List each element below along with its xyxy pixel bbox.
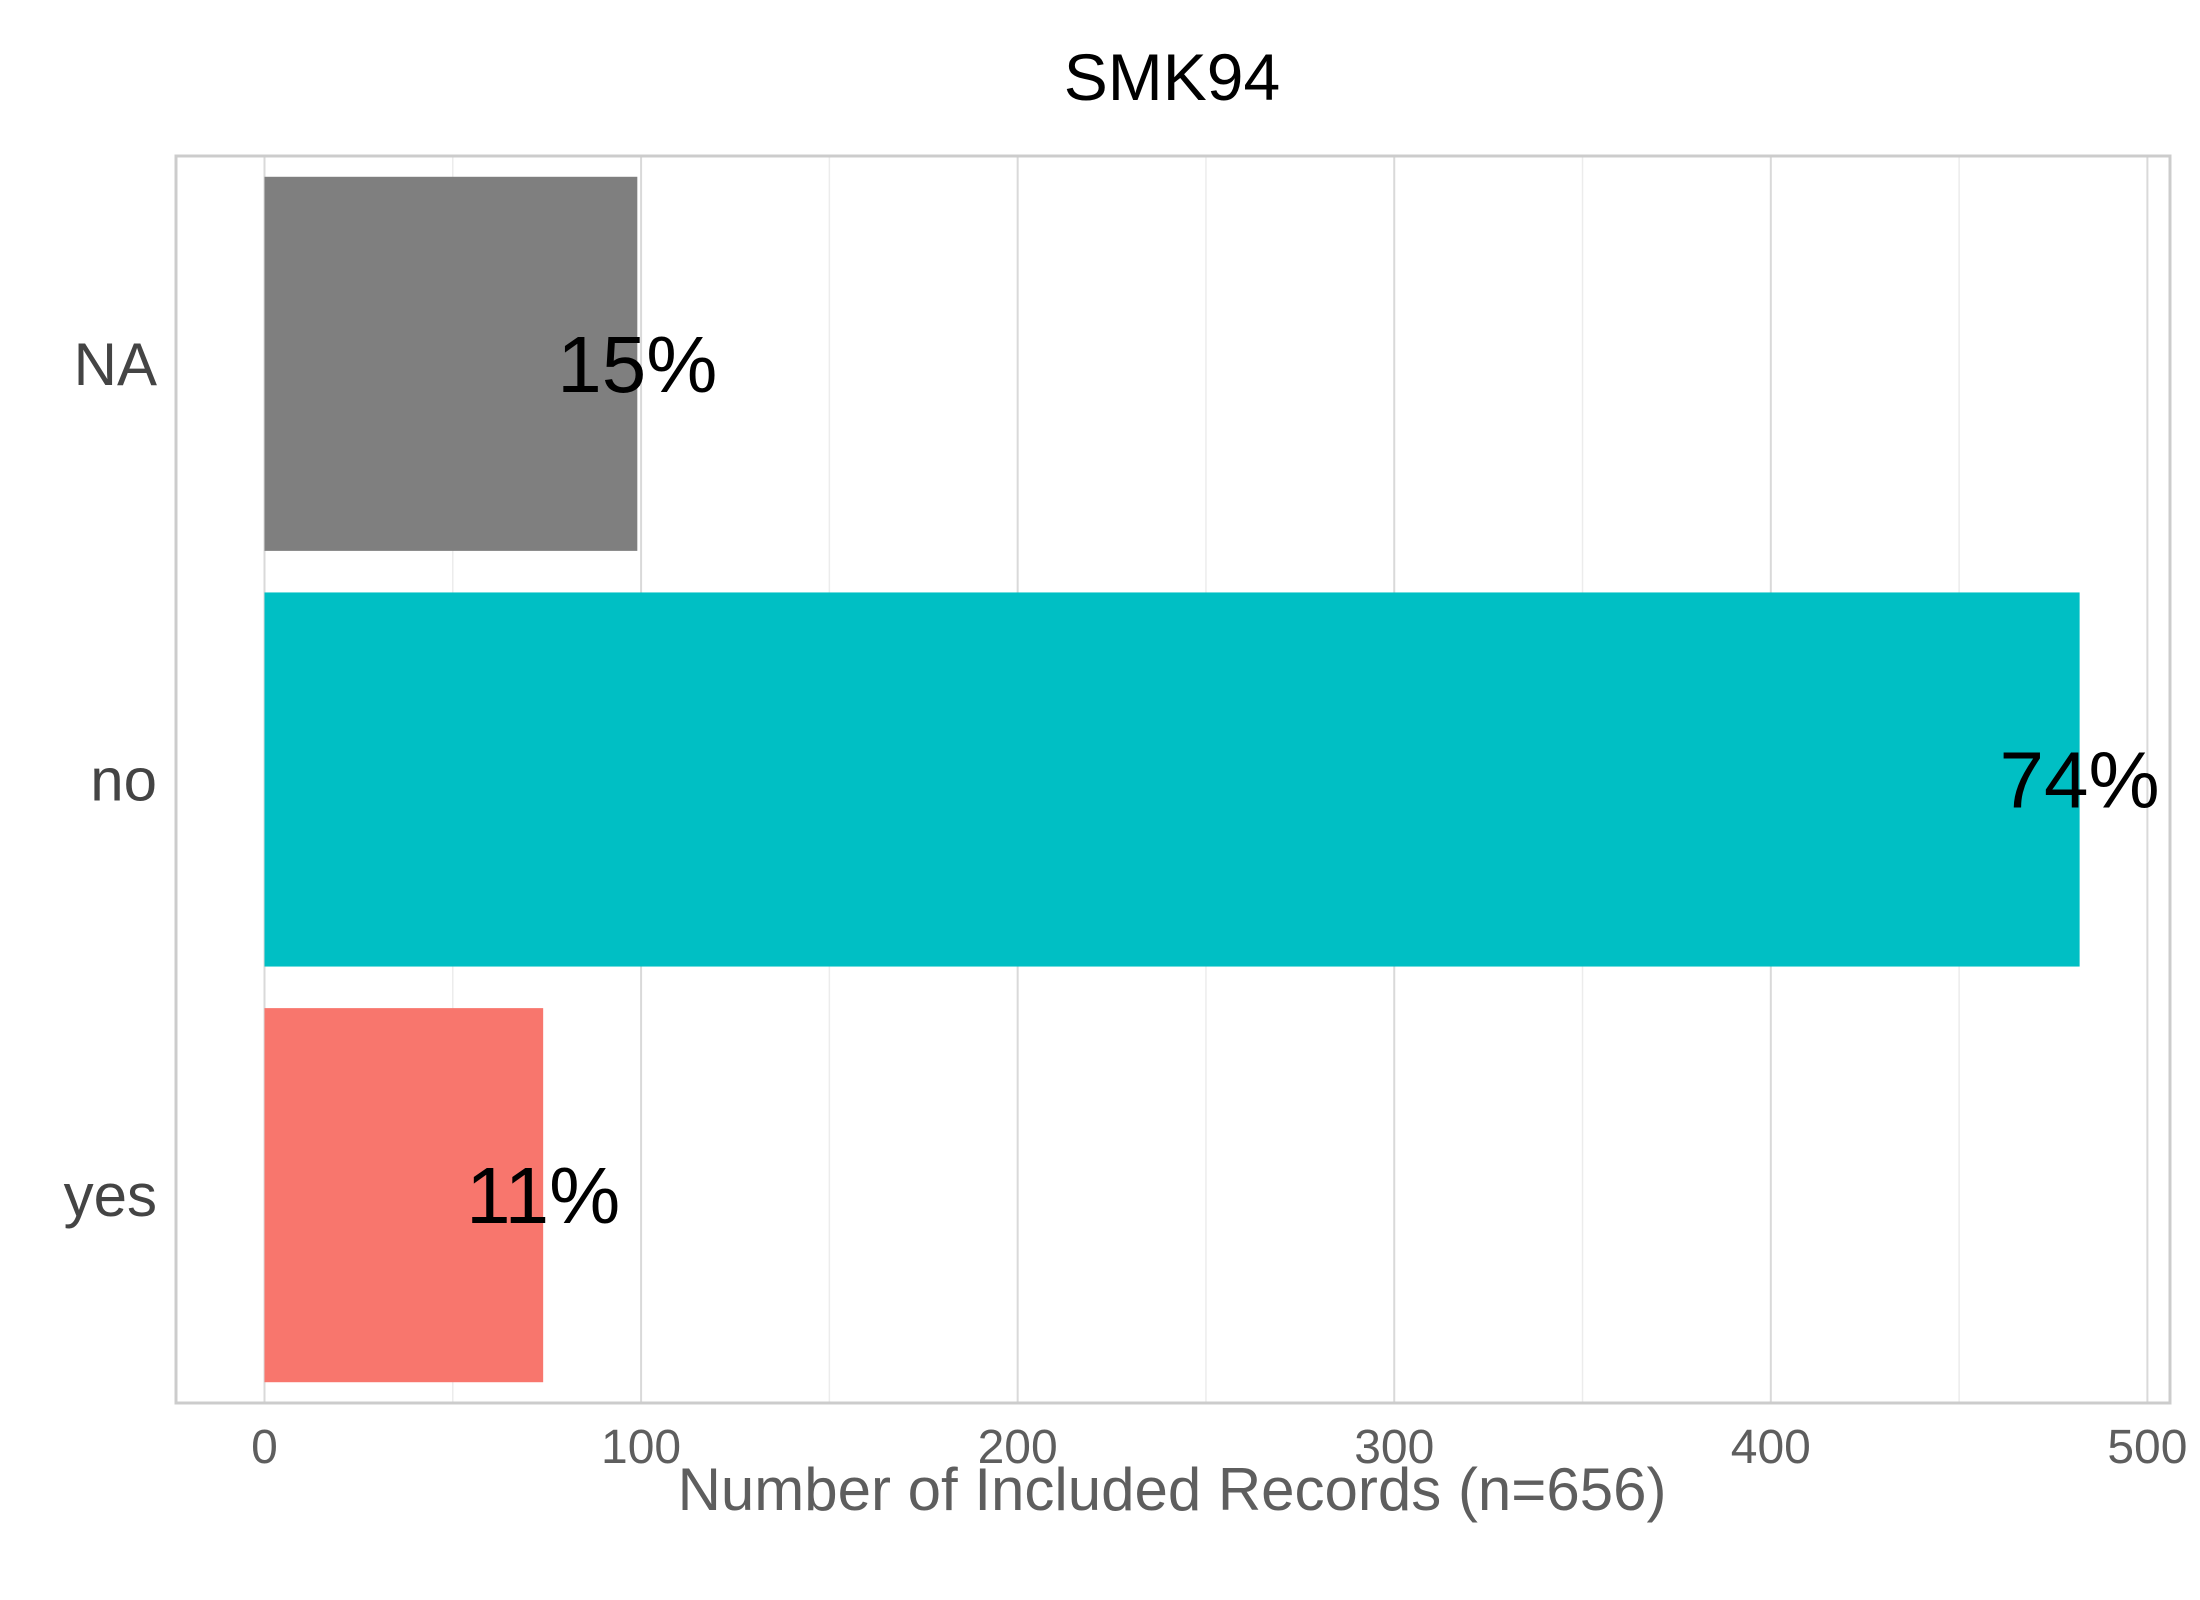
category-label-yes: yes bbox=[64, 1162, 157, 1229]
data-labels: 15% 74% 11% bbox=[466, 320, 2160, 1240]
bar-no bbox=[264, 592, 2080, 967]
x-tick-label: 500 bbox=[2107, 1421, 2187, 1474]
bars bbox=[264, 176, 2080, 1383]
chart-title: SMK94 bbox=[1064, 40, 1280, 114]
category-labels: NA no yes bbox=[64, 331, 157, 1229]
x-tick-label: 300 bbox=[1354, 1421, 1434, 1474]
x-axis-title: Number of Included Records (n=656) bbox=[678, 1456, 1667, 1523]
x-tick-labels: 0 100 200 300 400 500 bbox=[251, 1421, 2187, 1474]
category-label-na: NA bbox=[74, 331, 157, 398]
bar-na bbox=[264, 176, 638, 551]
category-label-no: no bbox=[90, 747, 157, 814]
x-tick-label: 200 bbox=[978, 1421, 1058, 1474]
x-tick-label: 100 bbox=[601, 1421, 681, 1474]
data-label-na: 15% bbox=[557, 320, 717, 409]
x-tick-label: 400 bbox=[1731, 1421, 1811, 1474]
x-tick-label: 0 bbox=[251, 1421, 278, 1474]
data-label-no: 74% bbox=[2000, 736, 2160, 825]
data-label-yes: 11% bbox=[466, 1151, 620, 1240]
bar-yes bbox=[264, 1008, 544, 1383]
plot-panel-border bbox=[174, 154, 2172, 1405]
